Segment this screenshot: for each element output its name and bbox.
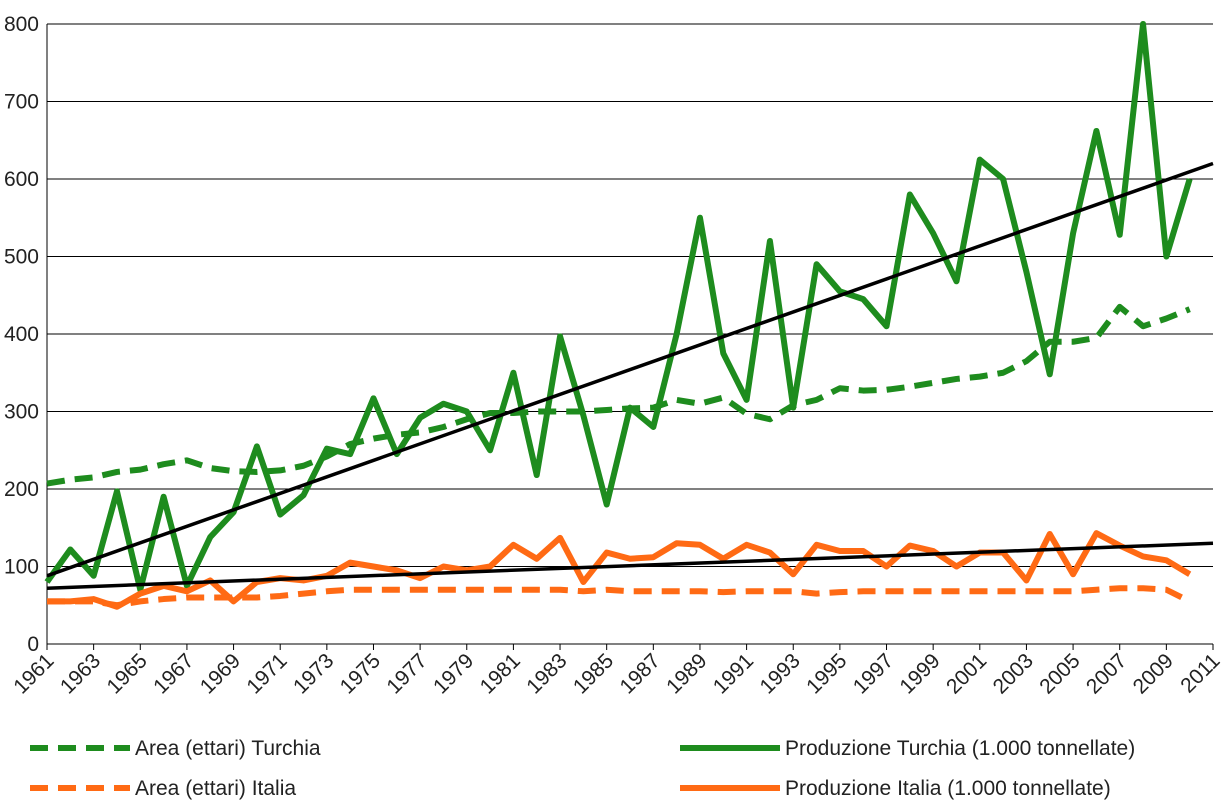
legend-label: Area (ettari) Turchia: [135, 737, 321, 760]
x-tick-label: 1973: [289, 649, 338, 698]
x-tick-label: 2001: [942, 649, 991, 698]
series-line: [47, 585, 1192, 609]
x-tick-label: 1995: [802, 649, 851, 698]
x-tick-label: 1967: [149, 649, 198, 698]
trend-line: [46, 161, 1214, 578]
x-tick-label: 1987: [616, 649, 665, 698]
y-tick-label: 700: [4, 91, 39, 114]
y-tick-label: 300: [4, 401, 39, 424]
legend-label: Produzione Italia (1.000 tonnellate): [785, 777, 1111, 800]
y-tick-label: 0: [27, 633, 39, 656]
series-line: [44, 21, 1193, 593]
x-tick-label: 1961: [9, 649, 58, 698]
x-tick-label: 1977: [382, 649, 431, 698]
x-tick-label: 2005: [1035, 649, 1084, 698]
x-tick-label: 1989: [662, 649, 711, 698]
x-tick-label: 1971: [242, 649, 291, 698]
legend-label: Produzione Turchia (1.000 tonnellate): [785, 737, 1135, 760]
x-tick-label: 1981: [476, 649, 525, 698]
y-tick-label: 500: [4, 246, 39, 269]
x-tick-label: 1983: [522, 649, 571, 698]
x-tick-label: 2007: [1082, 649, 1131, 698]
trend-line: [46, 541, 1214, 590]
y-tick-label: 200: [4, 478, 39, 501]
y-tick-label: 100: [4, 556, 39, 579]
legend-label: Area (ettari) Italia: [135, 777, 296, 800]
x-tick-label: 1991: [709, 649, 758, 698]
x-tick-label: 2003: [989, 649, 1038, 698]
x-tick-label: 1993: [755, 649, 804, 698]
x-tick-label: 1997: [849, 649, 898, 698]
x-tick-label: 1979: [429, 649, 478, 698]
x-tick-label: 1963: [56, 649, 105, 698]
y-tick-label: 800: [4, 13, 39, 36]
y-tick-label: 600: [4, 168, 39, 191]
x-tick-label: 1965: [103, 649, 152, 698]
x-tick-label: 1975: [336, 649, 385, 698]
x-tick-label: 2011: [1176, 649, 1221, 697]
x-tick-label: 1969: [196, 649, 245, 698]
x-tick-label: 2009: [1129, 649, 1178, 698]
x-tick-label: 1985: [569, 649, 618, 698]
series-line: [46, 303, 1191, 487]
x-tick-label: 1999: [895, 649, 944, 698]
y-tick-label: 400: [4, 323, 39, 346]
